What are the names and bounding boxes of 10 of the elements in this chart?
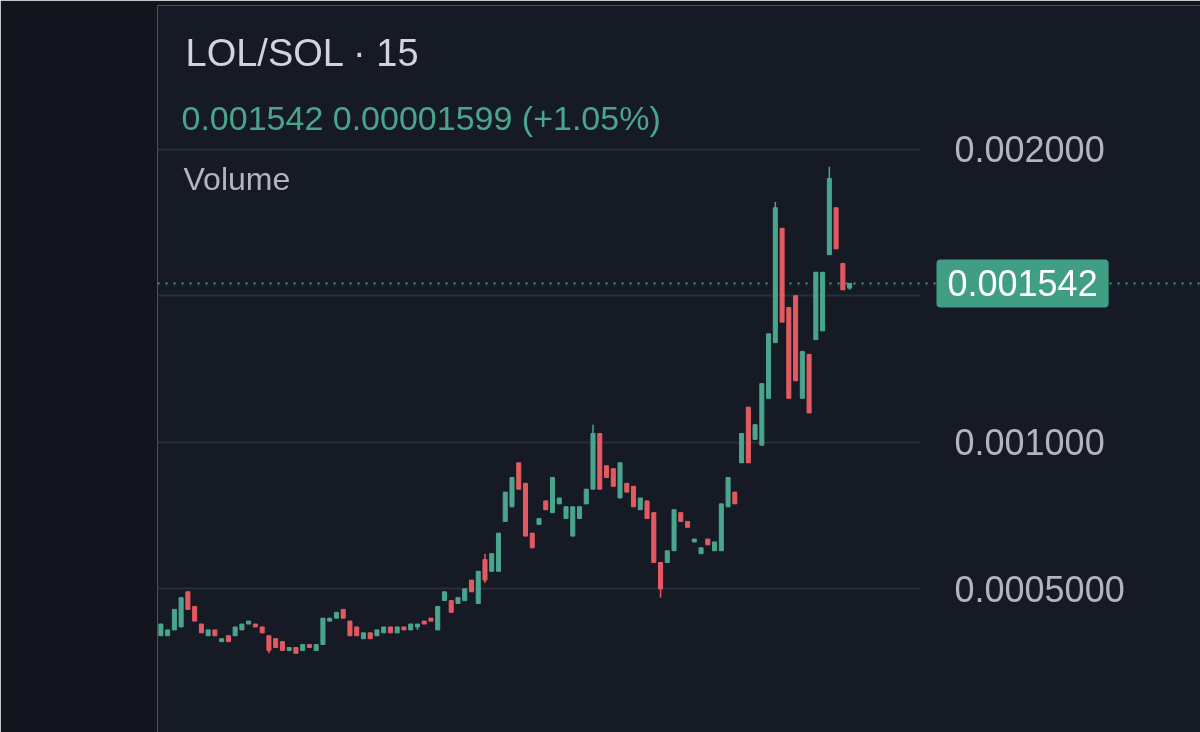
candlestick <box>482 552 488 584</box>
y-tick-label: 0.0005000 <box>954 568 1125 610</box>
candlestick <box>435 605 441 631</box>
text: LOL/SOL · 15 <box>185 31 419 74</box>
candlestick <box>631 485 637 508</box>
y-tick-label: 0.002000 <box>954 129 1105 171</box>
text: 0.001542 0.00001599 (+1.05%) <box>181 98 661 137</box>
annotation: Volume <box>183 160 291 197</box>
y-tick-label: 0.001000 <box>954 422 1105 464</box>
ref-line-label: 0.001542 <box>947 263 1098 305</box>
